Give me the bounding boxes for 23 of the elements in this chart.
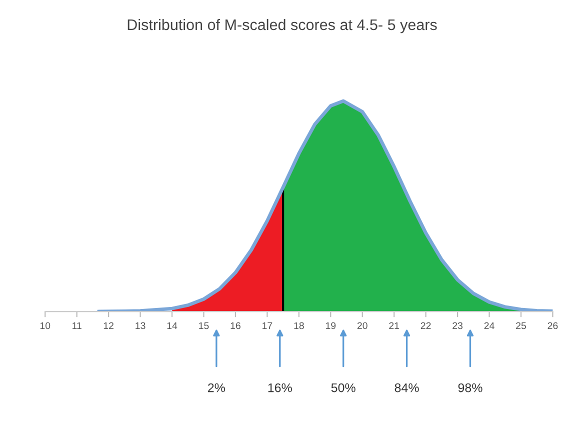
x-tick-label: 17	[262, 322, 272, 329]
text: 2%	[208, 383, 226, 392]
x-tick-label: 10	[40, 322, 50, 330]
x-tick-label: 25	[516, 322, 526, 330]
x-tick-label: 18	[294, 322, 304, 330]
text: 98%	[458, 383, 482, 392]
text: 84%	[394, 383, 419, 392]
x-tick-label: 19	[326, 322, 336, 330]
text: 50%	[331, 383, 356, 392]
x-tick-label: 23	[452, 322, 463, 330]
x-tick-label: 21	[389, 322, 400, 329]
x-tick-label: 22	[420, 322, 431, 329]
chart-title: Distribution of M-scaled scores at 4.5- 5 years	[128, 18, 437, 34]
x-tick-label: 16	[230, 322, 240, 330]
x-tick-label: 11	[72, 322, 82, 329]
x-tick-label: 24	[484, 322, 494, 329]
x-tick-label: 15	[199, 322, 209, 330]
x-tick-label: 14	[167, 322, 178, 329]
x-tick-label: 13	[136, 322, 146, 330]
text: 16%	[268, 383, 292, 392]
x-tick-label: 12	[104, 322, 114, 329]
x-tick-label: 20	[357, 322, 368, 330]
x-tick-label: 26	[548, 322, 558, 330]
